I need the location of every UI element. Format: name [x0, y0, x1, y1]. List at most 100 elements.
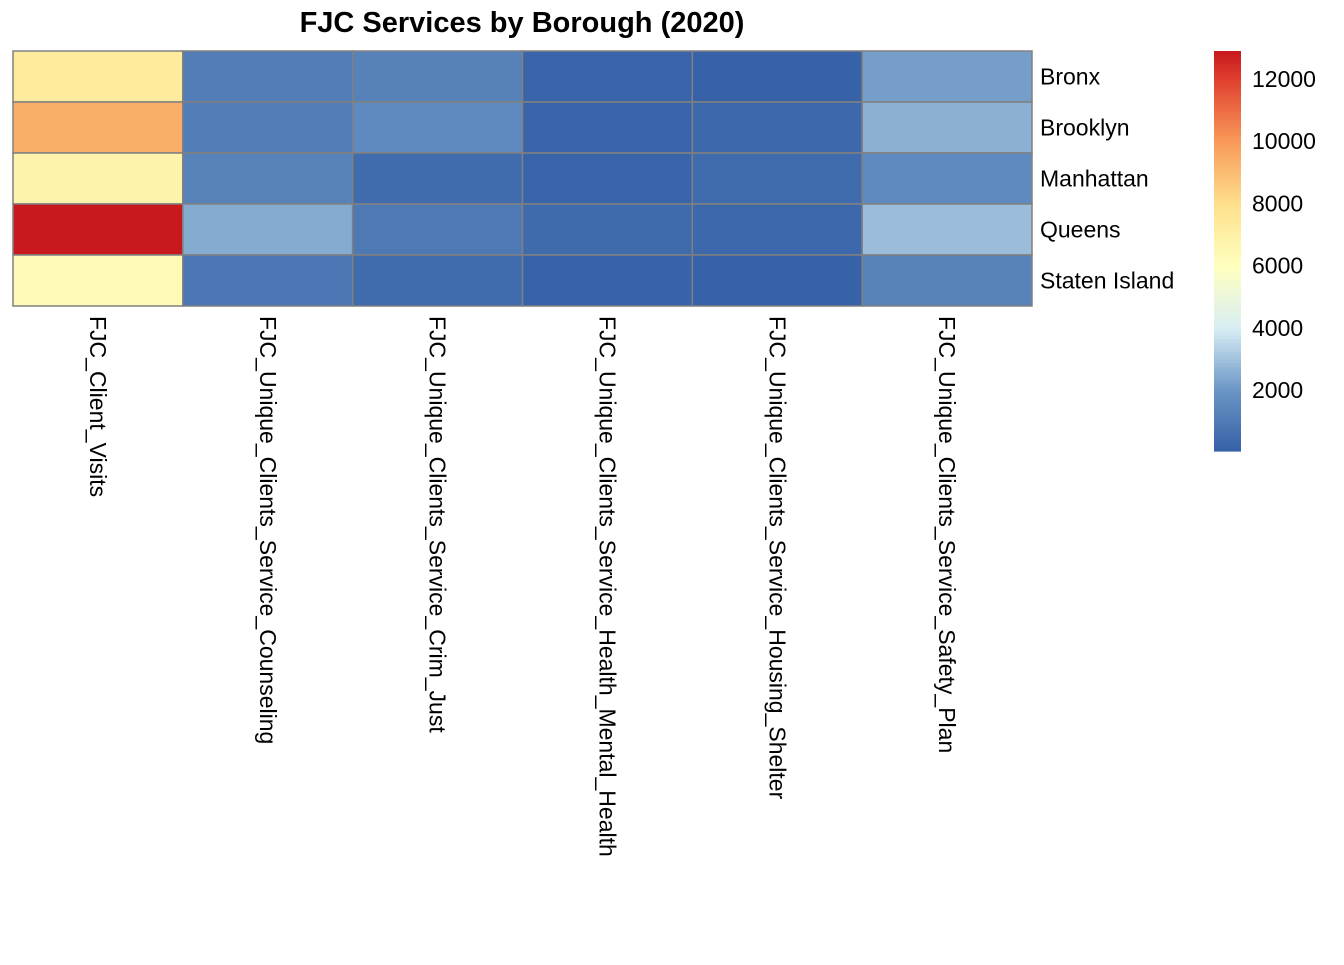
legend-gradient-step	[1214, 223, 1241, 228]
legend-tick-label: 8000	[1252, 190, 1303, 216]
legend-gradient-step	[1214, 307, 1241, 312]
legend-gradient-step	[1214, 199, 1241, 204]
legend-gradient-step	[1214, 219, 1241, 224]
legend-gradient-step	[1214, 419, 1241, 424]
heatmap-cell	[691, 203, 863, 256]
legend-gradient-step	[1214, 407, 1241, 412]
legend-gradient-step	[1214, 203, 1241, 208]
legend-gradient-step	[1214, 171, 1241, 176]
legend-gradient-step	[1214, 59, 1241, 64]
heatmap-cell	[351, 101, 524, 154]
column-label: FJC_Unique_Clients_Service_Health_Mental…	[594, 316, 620, 857]
legend-gradient-step	[1214, 55, 1241, 60]
heatmap-cell	[521, 50, 694, 103]
legend-gradient-step	[1214, 163, 1241, 168]
legend-gradient-step	[1214, 439, 1241, 444]
legend-gradient-step	[1214, 115, 1241, 120]
legend-gradient-step	[1214, 263, 1241, 268]
legend-gradient-step	[1214, 315, 1241, 320]
legend-gradient-step	[1214, 367, 1241, 372]
heatmap-cell	[12, 152, 184, 205]
heatmap-cell	[521, 101, 694, 154]
legend-gradient-step	[1214, 159, 1241, 164]
legend-gradient-step	[1214, 83, 1241, 88]
legend-gradient-step	[1214, 287, 1241, 292]
column-label: FJC_Unique_Clients_Service_Counseling	[255, 316, 281, 744]
row-label: Manhattan	[1040, 166, 1149, 192]
legend-gradient-step	[1214, 235, 1241, 240]
heatmap-cell	[182, 101, 354, 154]
legend-gradient-step	[1214, 411, 1241, 416]
legend-gradient-step	[1214, 119, 1241, 124]
legend-gradient-step	[1214, 375, 1241, 380]
legend-gradient-step	[1214, 75, 1241, 80]
heatmap-cell	[691, 152, 863, 205]
column-labels: FJC_Client_Visits FJC_Unique_Clients_Serv…	[85, 316, 960, 857]
legend-gradient-step	[1214, 343, 1241, 348]
heatmap-cell	[182, 203, 354, 256]
legend-gradient-step	[1214, 251, 1241, 256]
legend-tick-label: 12000	[1252, 66, 1316, 92]
row-label: Bronx	[1040, 64, 1101, 90]
legend-tick-label: 2000	[1252, 377, 1303, 403]
legend-gradient-step	[1214, 427, 1241, 432]
row-label: Queens	[1040, 217, 1121, 243]
row-labels: Bronx Brooklyn Manhattan Queens Staten Islan…	[1040, 64, 1174, 294]
legend-gradient-step	[1214, 347, 1241, 352]
legend-gradient-step	[1214, 139, 1241, 144]
legend-gradient-step	[1214, 275, 1241, 280]
legend-gradient-step	[1214, 243, 1241, 248]
legend-gradient-step	[1214, 271, 1241, 276]
legend-gradient-step	[1214, 187, 1241, 192]
legend-tick-label: 10000	[1252, 128, 1316, 154]
legend-gradient-step	[1214, 331, 1241, 336]
legend-gradient-step	[1214, 91, 1241, 96]
legend-gradient-step	[1214, 415, 1241, 420]
legend-gradient-step	[1214, 87, 1241, 92]
legend-gradient-step	[1214, 387, 1241, 392]
heatmap-cell	[861, 50, 1033, 103]
legend-gradient-step	[1214, 71, 1241, 76]
legend-gradient-step	[1214, 239, 1241, 244]
legend-gradient-step	[1214, 215, 1241, 220]
legend-gradient-step	[1214, 323, 1241, 328]
color-legend: 2000 4000 6000 8000 10000 12000	[1214, 51, 1316, 452]
column-label: FJC_Unique_Clients_Service_Crim_Just	[425, 316, 451, 733]
legend-gradient-step	[1214, 395, 1241, 400]
legend-gradient-step	[1214, 311, 1241, 316]
legend-gradient-step	[1214, 423, 1241, 428]
legend-gradient-step	[1214, 175, 1241, 180]
heatmap-cell	[521, 203, 694, 256]
heatmap-cell	[351, 203, 524, 256]
legend-gradient-step	[1214, 179, 1241, 184]
heatmap-cell	[861, 101, 1033, 154]
heatmap-cell	[861, 203, 1033, 256]
column-label: FJC_Client_Visits	[85, 316, 111, 497]
legend-gradient-step	[1214, 99, 1241, 104]
legend-gradient-step	[1214, 383, 1241, 388]
legend-gradient-step	[1214, 363, 1241, 368]
legend-gradient-step	[1214, 295, 1241, 300]
legend-gradient-step	[1214, 127, 1241, 132]
legend-gradient-step	[1214, 107, 1241, 112]
legend-gradient-step	[1214, 259, 1241, 264]
legend-gradient-step	[1214, 391, 1241, 396]
heatmap-cell	[521, 254, 694, 307]
legend-gradient-step	[1214, 167, 1241, 172]
legend-gradient-step	[1214, 443, 1241, 448]
chart-title: FJC Services by Borough (2020)	[300, 7, 745, 39]
legend-gradient-step	[1214, 155, 1241, 160]
legend-tick-label: 6000	[1252, 253, 1303, 279]
legend-gradient-step	[1214, 231, 1241, 236]
legend-gradient-step	[1214, 303, 1241, 308]
legend-gradient-step	[1214, 319, 1241, 324]
legend-gradient-step	[1214, 255, 1241, 260]
heatmap-cell	[351, 152, 524, 205]
legend-gradient-step	[1214, 355, 1241, 360]
legend-gradient-step	[1214, 207, 1241, 212]
heatmap-cell	[861, 254, 1033, 307]
legend-gradient-step	[1214, 283, 1241, 288]
heatmap-cell	[351, 254, 524, 307]
legend-gradient-step	[1214, 95, 1241, 100]
